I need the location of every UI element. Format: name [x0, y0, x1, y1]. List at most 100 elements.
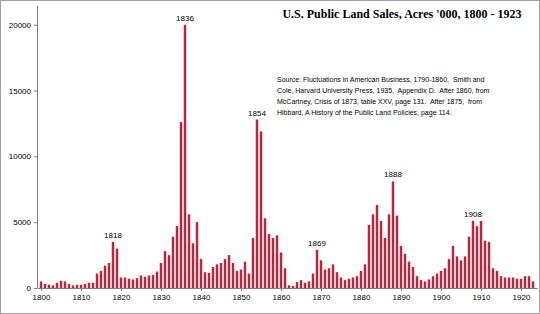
x-tick-mark [121, 288, 122, 291]
bar [360, 271, 362, 288]
bar [388, 214, 390, 288]
bar [204, 272, 206, 288]
x-tick: 1810 [73, 288, 91, 302]
bar [212, 267, 214, 288]
y-tick-mark [34, 222, 37, 223]
bar [148, 275, 150, 288]
bar [304, 283, 306, 288]
y-tick-label: 5000 [13, 218, 31, 227]
bar [52, 285, 54, 288]
bar [252, 238, 254, 288]
bar [180, 122, 182, 288]
bar [376, 205, 378, 288]
y-axis: 0 5000 10000 15000 20000 [9, 6, 38, 294]
bar [120, 277, 122, 288]
bar [84, 284, 86, 288]
bar [396, 216, 398, 288]
bar [160, 263, 162, 288]
bar [184, 25, 186, 288]
bar [228, 255, 230, 288]
bar [312, 274, 314, 288]
y-tick-label: 15000 [9, 87, 32, 96]
y-tick-label: 20000 [9, 21, 32, 30]
bar [260, 131, 262, 288]
bar [96, 274, 98, 288]
bar [276, 235, 278, 288]
bar [232, 263, 234, 288]
x-tick-label: 1910 [473, 293, 491, 302]
x-tick: 1880 [353, 288, 371, 302]
bar [472, 221, 474, 288]
bar [140, 275, 142, 288]
bar [80, 285, 82, 288]
y-tick: 10000 [9, 152, 37, 161]
bar [112, 242, 114, 288]
bar [488, 242, 490, 288]
bar [176, 226, 178, 288]
y-tick-mark [34, 288, 37, 289]
bar [104, 266, 106, 288]
bar [256, 120, 258, 288]
x-tick-mark [521, 288, 522, 291]
bar [208, 273, 210, 288]
bar [476, 226, 478, 288]
bar [468, 237, 470, 288]
bar [136, 278, 138, 288]
bar [200, 259, 202, 288]
bar [344, 280, 346, 288]
bar [64, 281, 66, 288]
x-tick: 1890 [393, 288, 411, 302]
chart-container: 0500010000150002000018001810182018301840… [0, 0, 540, 314]
bar [44, 284, 46, 288]
bar [352, 277, 354, 288]
bar [264, 218, 266, 288]
bar [172, 237, 174, 288]
x-tick: 1820 [113, 288, 131, 302]
x-tick-mark [441, 288, 442, 291]
annotation: 1908 [464, 210, 482, 219]
bar [296, 282, 298, 288]
bar [412, 267, 414, 288]
x-tick-label: 1890 [393, 293, 411, 302]
bar [324, 270, 326, 288]
x-tick-mark [81, 288, 82, 291]
bar [124, 277, 126, 288]
bar [436, 274, 438, 288]
bar [528, 276, 530, 288]
x-tick: 1860 [273, 288, 291, 302]
bar [88, 283, 90, 288]
x-tick-mark [321, 288, 322, 291]
x-tick-mark [281, 288, 282, 291]
bar [380, 221, 382, 288]
y-tick-label: 0 [27, 284, 32, 293]
source-line: McCartney, Crisis of 1873, table XXV, pa… [277, 98, 482, 106]
x-tick: 1900 [433, 288, 451, 302]
bar [492, 268, 494, 288]
bar [424, 281, 426, 288]
bar [516, 279, 518, 288]
bar [328, 268, 330, 288]
y-tick-mark [34, 156, 37, 157]
x-tick-label: 1820 [113, 293, 131, 302]
x-tick-label: 1800 [33, 293, 51, 302]
bar [392, 181, 394, 288]
bar [504, 277, 506, 288]
annotation: 1888 [384, 170, 402, 179]
bar [56, 283, 58, 288]
bar [320, 260, 322, 288]
bar [40, 281, 42, 288]
annotations: 181818361854186918881908 [104, 14, 482, 248]
bar [48, 285, 50, 288]
y-tick-label: 10000 [9, 152, 32, 161]
bar [244, 262, 246, 288]
bar [92, 283, 94, 288]
bar [292, 286, 294, 288]
x-tick: 1800 [33, 288, 51, 302]
bar [236, 271, 238, 288]
bar [144, 277, 146, 288]
bar [76, 285, 78, 288]
bar [460, 260, 462, 288]
source-line: Cole, Harvard University Press, 1935, Ap… [277, 87, 490, 95]
x-tick-mark [41, 288, 42, 291]
bar [368, 225, 370, 288]
